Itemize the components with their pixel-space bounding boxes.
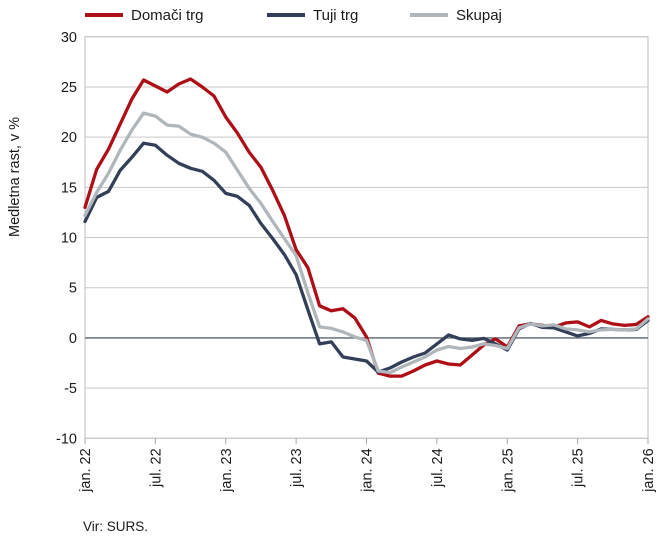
- y-tick-label: -5: [64, 381, 77, 397]
- x-tick-label: jan. 22: [78, 448, 94, 493]
- y-tick-label: 5: [69, 281, 77, 297]
- y-tick-label: 25: [61, 80, 77, 96]
- x-tick-label: jan. 26: [641, 448, 657, 493]
- x-tick-label: jul. 23: [289, 448, 305, 488]
- legend-item-tuji-trg: Tuji trg: [267, 5, 358, 25]
- y-tick-label: 30: [61, 30, 77, 46]
- x-tick-label: jul. 25: [571, 448, 587, 488]
- legend-line-swatch-gray: [410, 13, 448, 17]
- legend-line-swatch-navy: [267, 13, 305, 17]
- series-line-skupaj: [83, 111, 650, 375]
- legend-label: Tuji trg: [313, 6, 359, 24]
- legend: Domači trg Tuji trg Skupaj: [0, 5, 660, 25]
- series-line-tuji-trg: [83, 141, 650, 374]
- x-tick-label: jul. 22: [148, 448, 164, 488]
- legend-label: Skupaj: [456, 6, 502, 24]
- x-tick-label: jul. 24: [430, 448, 446, 488]
- y-tick-label: 20: [61, 130, 77, 146]
- x-tick-label: jan. 25: [500, 448, 516, 493]
- legend-item-domaci-trg: Domači trg: [85, 5, 204, 25]
- source-note: Vir: SURS.: [83, 519, 149, 534]
- y-tick-label: 0: [69, 331, 77, 347]
- y-tick-label: -10: [56, 431, 77, 447]
- x-tick-label: jan. 24: [360, 448, 376, 493]
- x-tick-label: jan. 23: [219, 448, 235, 493]
- legend-label: Domači trg: [131, 6, 204, 24]
- legend-line-swatch-red: [85, 13, 123, 17]
- y-tick-label: 10: [61, 231, 77, 247]
- legend-item-skupaj: Skupaj: [410, 5, 502, 25]
- y-tick-label: 15: [61, 180, 77, 196]
